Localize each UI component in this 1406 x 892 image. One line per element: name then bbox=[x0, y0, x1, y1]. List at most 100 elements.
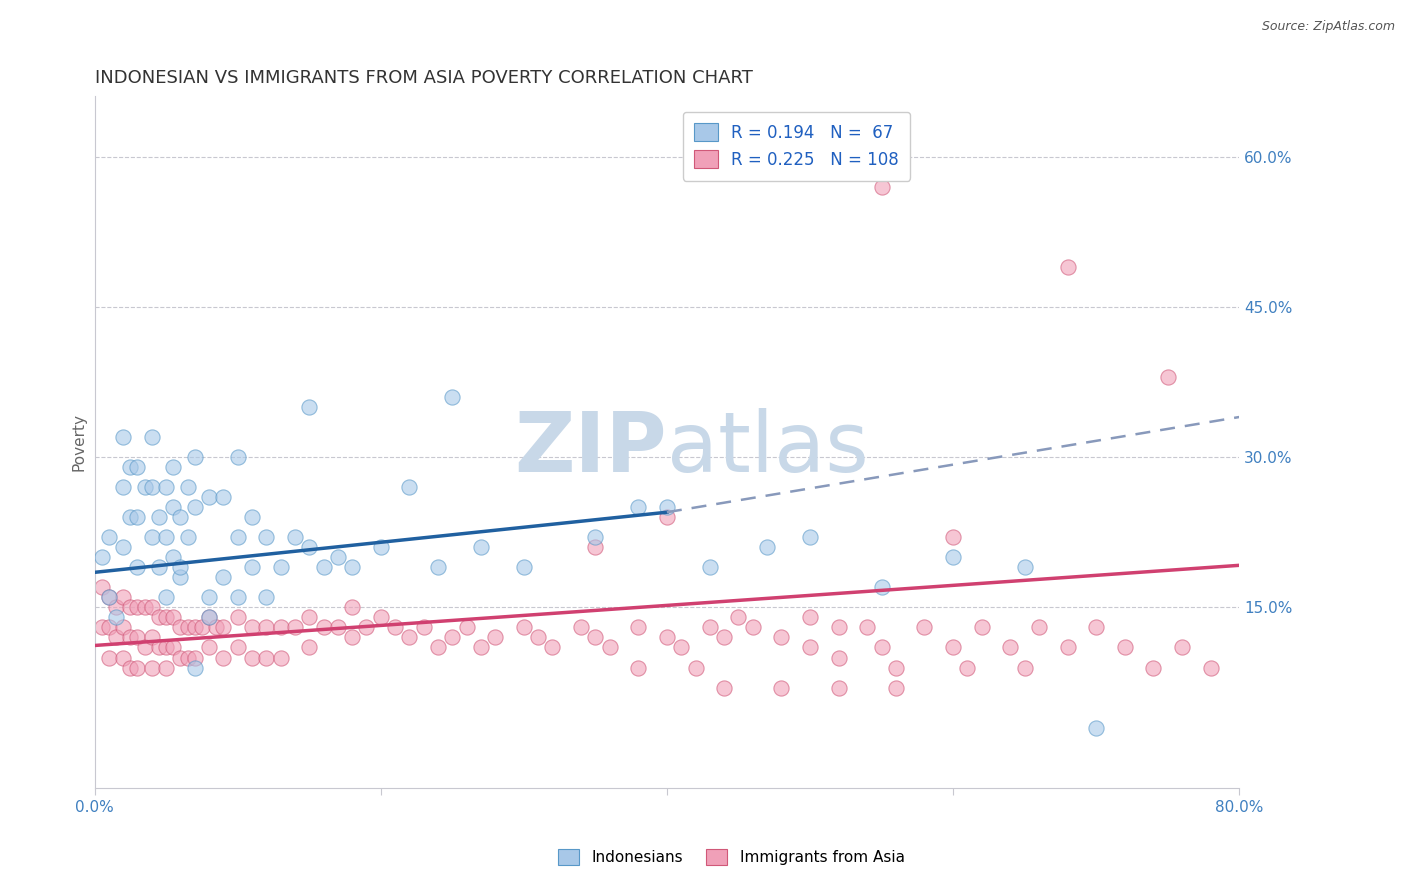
Point bbox=[198, 591, 221, 605]
Point bbox=[240, 510, 263, 524]
Point bbox=[770, 631, 793, 645]
Point bbox=[155, 480, 177, 494]
Point bbox=[727, 610, 749, 624]
Point bbox=[112, 591, 135, 605]
Point bbox=[169, 570, 191, 584]
Point bbox=[198, 610, 221, 624]
Point bbox=[627, 500, 650, 515]
Point bbox=[1085, 620, 1108, 634]
Point bbox=[254, 530, 277, 544]
Point bbox=[148, 610, 170, 624]
Point bbox=[141, 660, 163, 674]
Point bbox=[527, 631, 550, 645]
Point bbox=[298, 541, 321, 555]
Point bbox=[198, 610, 221, 624]
Point bbox=[470, 640, 492, 655]
Point bbox=[970, 620, 993, 634]
Point bbox=[284, 530, 307, 544]
Point bbox=[212, 570, 235, 584]
Point bbox=[1014, 660, 1036, 674]
Point bbox=[226, 530, 249, 544]
Point bbox=[1114, 640, 1136, 655]
Point bbox=[870, 179, 893, 194]
Point bbox=[370, 610, 392, 624]
Point bbox=[298, 400, 321, 414]
Point bbox=[212, 620, 235, 634]
Point bbox=[176, 480, 198, 494]
Point bbox=[942, 550, 965, 565]
Point bbox=[713, 631, 735, 645]
Point bbox=[105, 610, 128, 624]
Point bbox=[398, 631, 420, 645]
Point bbox=[148, 510, 170, 524]
Point bbox=[426, 640, 449, 655]
Point bbox=[127, 600, 149, 615]
Point bbox=[162, 640, 184, 655]
Point bbox=[176, 650, 198, 665]
Point bbox=[90, 620, 112, 634]
Point bbox=[240, 620, 263, 634]
Text: Source: ZipAtlas.com: Source: ZipAtlas.com bbox=[1261, 20, 1395, 33]
Point bbox=[254, 620, 277, 634]
Point bbox=[169, 560, 191, 574]
Point bbox=[1199, 660, 1222, 674]
Point bbox=[254, 591, 277, 605]
Point bbox=[254, 650, 277, 665]
Point bbox=[183, 620, 205, 634]
Point bbox=[441, 390, 464, 404]
Point bbox=[685, 660, 707, 674]
Point bbox=[134, 640, 156, 655]
Point bbox=[141, 631, 163, 645]
Point bbox=[226, 610, 249, 624]
Point bbox=[870, 640, 893, 655]
Point bbox=[112, 480, 135, 494]
Point bbox=[155, 660, 177, 674]
Point bbox=[120, 631, 142, 645]
Point bbox=[799, 640, 821, 655]
Point bbox=[112, 650, 135, 665]
Point bbox=[1156, 370, 1178, 384]
Point bbox=[655, 631, 678, 645]
Point bbox=[284, 620, 307, 634]
Point bbox=[312, 620, 335, 634]
Legend: Indonesians, Immigrants from Asia: Indonesians, Immigrants from Asia bbox=[551, 843, 911, 871]
Point bbox=[97, 591, 120, 605]
Point bbox=[176, 530, 198, 544]
Point bbox=[441, 631, 464, 645]
Text: atlas: atlas bbox=[666, 409, 869, 490]
Point bbox=[456, 620, 478, 634]
Point bbox=[127, 660, 149, 674]
Point bbox=[356, 620, 378, 634]
Point bbox=[162, 550, 184, 565]
Point bbox=[141, 530, 163, 544]
Point bbox=[120, 510, 142, 524]
Point bbox=[513, 620, 536, 634]
Point bbox=[713, 681, 735, 695]
Point bbox=[669, 640, 692, 655]
Point bbox=[799, 610, 821, 624]
Point bbox=[298, 610, 321, 624]
Point bbox=[134, 600, 156, 615]
Point bbox=[942, 640, 965, 655]
Point bbox=[105, 600, 128, 615]
Point bbox=[155, 530, 177, 544]
Point bbox=[155, 610, 177, 624]
Point bbox=[112, 541, 135, 555]
Point bbox=[583, 631, 606, 645]
Point bbox=[127, 560, 149, 574]
Point bbox=[1056, 640, 1078, 655]
Point bbox=[1000, 640, 1022, 655]
Point bbox=[120, 460, 142, 475]
Point bbox=[513, 560, 536, 574]
Point bbox=[1142, 660, 1164, 674]
Point bbox=[770, 681, 793, 695]
Point bbox=[398, 480, 420, 494]
Point bbox=[942, 530, 965, 544]
Text: INDONESIAN VS IMMIGRANTS FROM ASIA POVERTY CORRELATION CHART: INDONESIAN VS IMMIGRANTS FROM ASIA POVER… bbox=[94, 69, 752, 87]
Point bbox=[127, 510, 149, 524]
Point bbox=[655, 510, 678, 524]
Point bbox=[827, 681, 849, 695]
Point bbox=[370, 541, 392, 555]
Point bbox=[226, 450, 249, 464]
Point bbox=[148, 560, 170, 574]
